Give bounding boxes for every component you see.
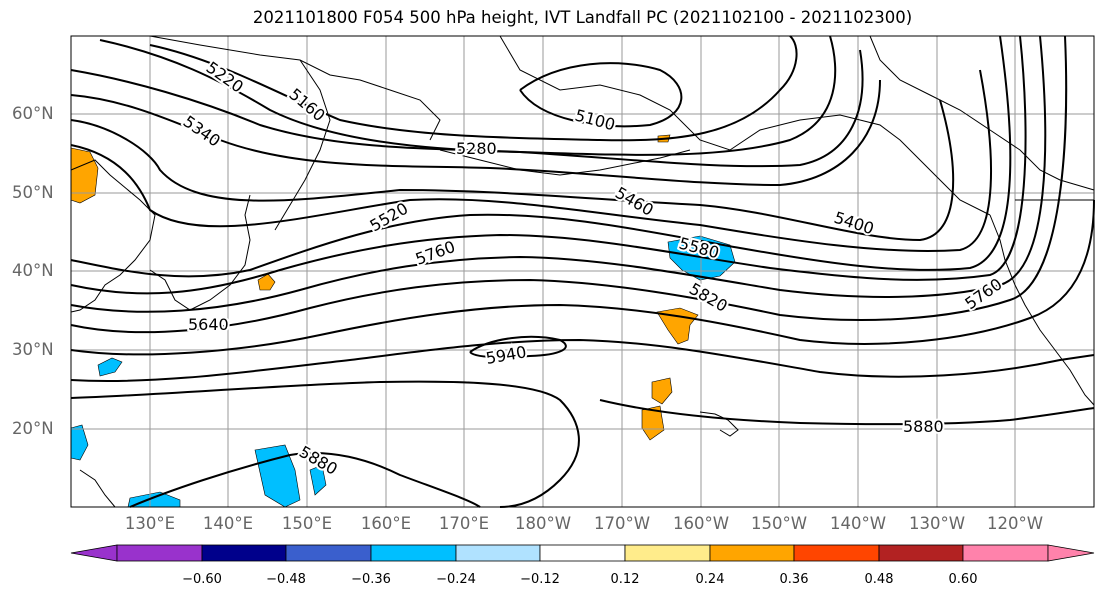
map-frame	[70, 35, 1095, 508]
colorbar-tick-label: 0.60	[948, 572, 978, 587]
lon-label: 140°E	[202, 514, 254, 533]
colorbar	[70, 544, 1095, 562]
contour-5280	[70, 49, 864, 168]
alaska-coast	[499, 35, 991, 216]
philippines	[79, 469, 116, 508]
contour-5520	[70, 35, 1012, 278]
contour-5880-east	[599, 399, 1095, 426]
negative-patch	[97, 357, 123, 377]
colorbar-tick-label: −0.60	[182, 572, 222, 587]
lon-label: 170°E	[438, 514, 490, 533]
colorbar-tick-label: 0.12	[610, 572, 640, 587]
lat-label: 30°N	[12, 340, 54, 359]
colorbar-extend-low	[70, 544, 118, 562]
lon-label: 160°E	[360, 514, 412, 533]
height-contours	[70, 35, 1095, 508]
kamchatka-coast	[274, 59, 331, 231]
contour-5460	[70, 69, 992, 252]
contour-5880-north	[70, 380, 580, 508]
contour-5700	[70, 35, 1068, 334]
lon-label: 130°W	[908, 514, 966, 533]
contour-label: 5880	[903, 417, 944, 436]
lat-label: 50°N	[12, 183, 54, 202]
contour-label: 5640	[188, 315, 229, 334]
colorbar-tick-label: 0.36	[779, 572, 809, 587]
contour-5880-south	[129, 451, 481, 508]
map-title: 2021101800 F054 500 hPa height, IVT Land…	[252, 8, 913, 27]
positive-patch	[641, 405, 665, 441]
canada-coast	[869, 35, 1095, 191]
lon-label: 120°W	[986, 514, 1044, 533]
lon-label: 130°E	[124, 514, 176, 533]
colorbar-tick-label: −0.12	[520, 572, 560, 587]
contour-5640	[70, 35, 1047, 313]
contour-label: 5280	[456, 139, 497, 158]
positive-patch	[651, 377, 673, 405]
contour-5340	[70, 79, 881, 187]
contour-5760	[70, 199, 1095, 356]
contour-5820	[70, 338, 1095, 382]
contour-5580	[70, 35, 1027, 295]
colorbar-tick-label: 0.48	[864, 572, 894, 587]
lat-label: 60°N	[12, 104, 54, 123]
colorbar-extend-high	[1047, 544, 1095, 562]
asia-coast	[70, 159, 156, 313]
contour-5100	[519, 62, 683, 128]
colorbar-tick-label: −0.36	[351, 572, 391, 587]
lat-label: 40°N	[12, 261, 54, 280]
coastlines	[70, 35, 1095, 508]
colorbar-tick-label: −0.48	[266, 572, 306, 587]
colorbar-tick-label: 0.24	[695, 572, 725, 587]
lon-label: 180°W	[514, 514, 572, 533]
lon-label: 150°W	[750, 514, 808, 533]
colorbar-tick-label: −0.24	[436, 572, 476, 587]
contour-5160	[149, 35, 798, 142]
contour-5940	[469, 335, 567, 359]
hawaii	[699, 411, 739, 437]
contour-5400	[70, 99, 955, 242]
negative-patch	[309, 464, 327, 496]
lon-label: 160°W	[672, 514, 730, 533]
korea-japan-coast	[149, 194, 251, 311]
lon-label: 140°W	[829, 514, 887, 533]
lat-label: 20°N	[12, 419, 54, 438]
lon-label: 170°W	[593, 514, 651, 533]
lon-label: 150°E	[281, 514, 333, 533]
siberia-coast	[149, 35, 441, 141]
